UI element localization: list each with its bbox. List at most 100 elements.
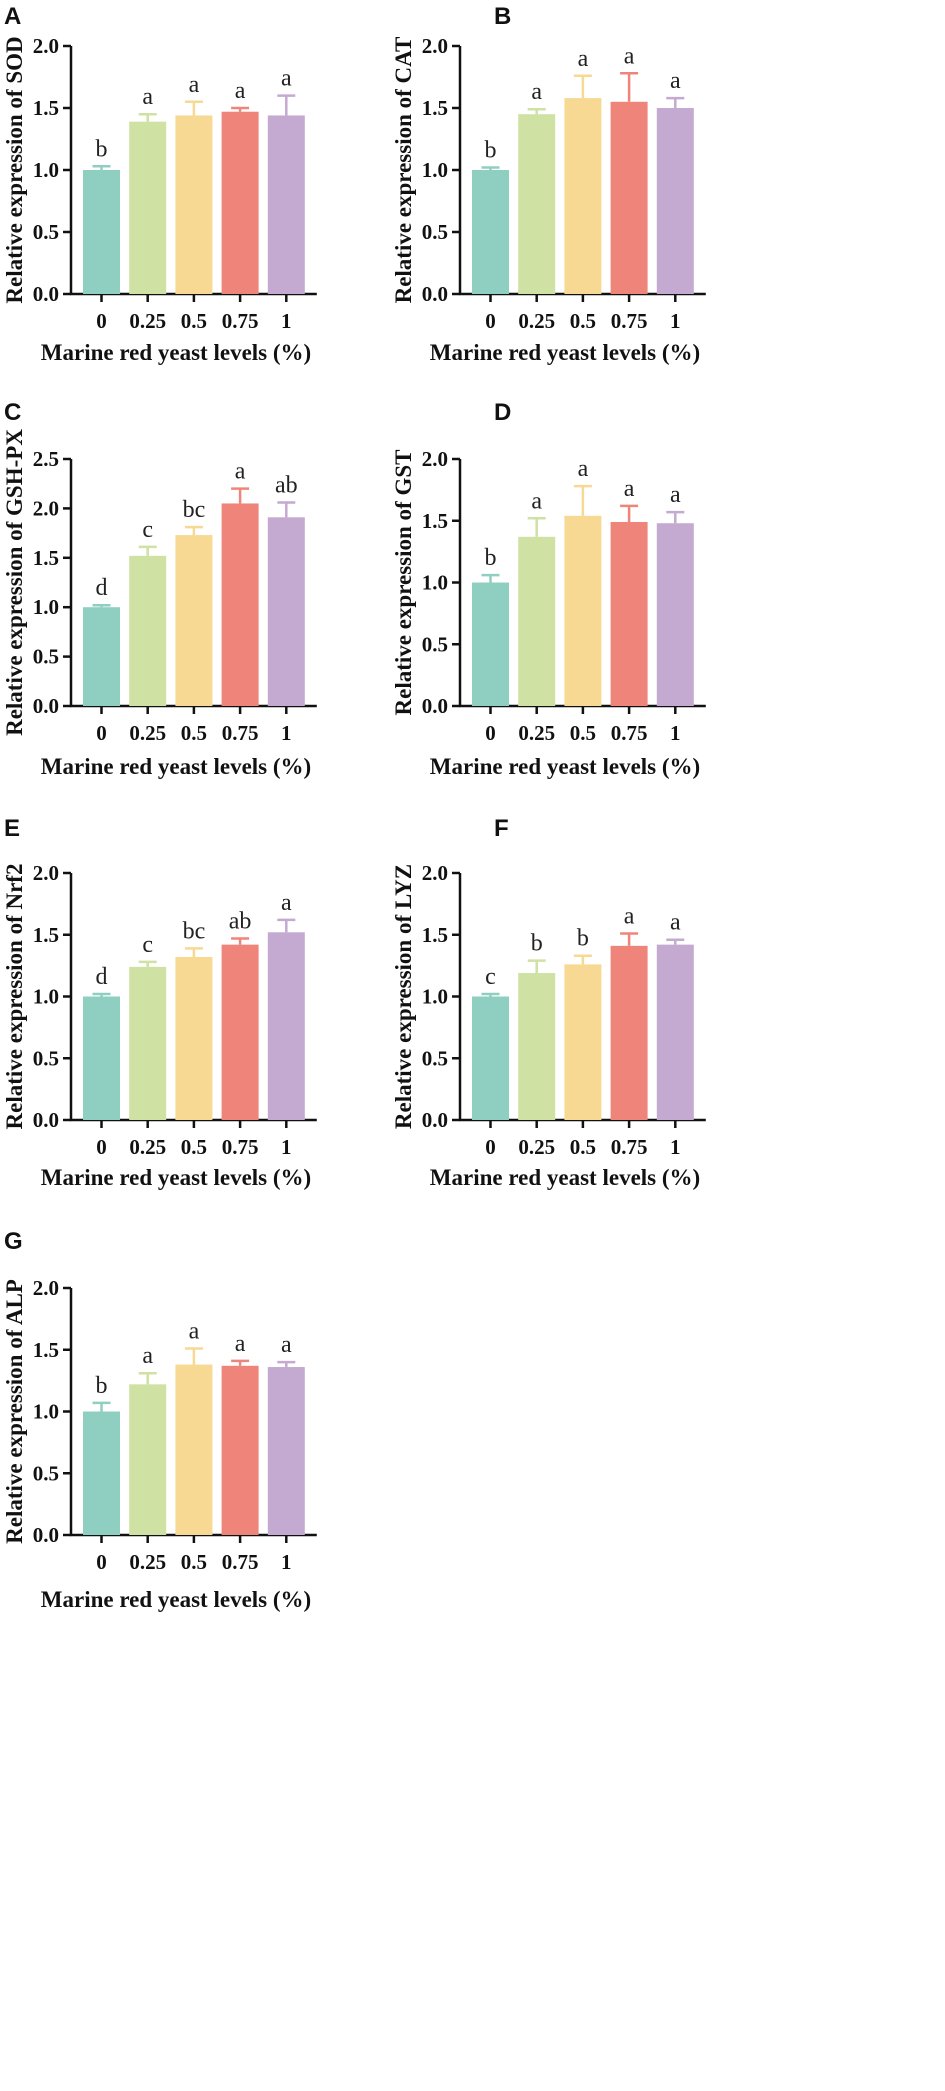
bar — [610, 101, 648, 294]
bar — [221, 1365, 259, 1535]
x-tick-label: 0.25 — [129, 1550, 166, 1574]
bar — [656, 523, 694, 706]
x-tick-label: 0.75 — [222, 721, 259, 745]
x-tick-label: 0.5 — [181, 1550, 207, 1574]
panel-letter: E — [4, 815, 20, 842]
x-axis-title: Marine red yeast levels (%) — [41, 754, 311, 779]
x-tick-label: 0 — [96, 721, 107, 745]
x-tick-label: 0.75 — [611, 309, 648, 333]
y-tick-label: 1.5 — [33, 923, 59, 947]
bar — [221, 503, 259, 706]
bar — [83, 607, 120, 706]
significance-label: a — [142, 84, 153, 110]
y-tick-label: 1.0 — [422, 985, 448, 1009]
x-tick-label: 0.5 — [181, 1135, 207, 1159]
y-tick-label: 2.5 — [33, 447, 59, 471]
panel-letter: C — [4, 399, 21, 426]
bar — [221, 944, 259, 1120]
x-tick-label: 0.5 — [570, 309, 596, 333]
bar — [83, 170, 120, 294]
y-tick-label: 1.0 — [33, 1400, 59, 1424]
x-tick-label: 0.25 — [518, 721, 555, 745]
x-tick-label: 0.75 — [611, 721, 648, 745]
x-tick-label: 0 — [96, 1135, 107, 1159]
panel-letter: G — [4, 1228, 23, 1255]
y-tick-label: 0.5 — [422, 220, 448, 244]
panel-letter: F — [494, 815, 509, 842]
x-tick-label: 0 — [485, 721, 496, 745]
significance-label: a — [142, 1343, 153, 1369]
bar — [267, 517, 305, 706]
significance-label: a — [624, 476, 635, 502]
y-tick-label: 1.5 — [33, 1338, 59, 1362]
y-axis-title: Relative expression of ALP — [2, 1279, 27, 1544]
x-tick-label: 1 — [670, 1135, 681, 1159]
y-tick-label: 1.0 — [33, 985, 59, 1009]
significance-label: a — [235, 1331, 246, 1357]
chart-panel-f: F Relative expression of LYZ 0.0 0.5 1.0 1.5 2… — [391, 815, 706, 1190]
bar — [518, 536, 556, 706]
bar — [656, 944, 694, 1120]
y-tick-label: 2.0 — [422, 447, 448, 471]
panel-letter: D — [494, 399, 511, 426]
x-tick-label: 1 — [670, 309, 681, 333]
y-tick-label: 2.0 — [422, 861, 448, 885]
bar — [221, 111, 259, 294]
significance-label: a — [189, 1319, 200, 1345]
y-tick-label: 2.0 — [33, 1276, 59, 1300]
y-tick-label: 2.0 — [422, 34, 448, 58]
x-tick-label: 0.5 — [570, 721, 596, 745]
significance-label: a — [531, 79, 542, 105]
y-axis-title: Relative expression of LYZ — [391, 864, 416, 1129]
bar — [175, 956, 213, 1120]
x-tick-label: 0.25 — [518, 1135, 555, 1159]
significance-label: a — [624, 43, 635, 69]
y-tick-label: 2.0 — [33, 861, 59, 885]
y-tick-label: 0.0 — [33, 1523, 59, 1547]
chart-panel-b: B Relative expression of CAT 0.0 0.5 1.0 1.5 2… — [391, 3, 706, 365]
y-tick-label: 0.0 — [33, 282, 59, 306]
panel-letter: B — [494, 3, 511, 30]
bar — [129, 121, 167, 294]
bar — [129, 966, 167, 1120]
significance-label: b — [531, 931, 543, 957]
bar — [518, 973, 556, 1120]
y-tick-label: 0.5 — [33, 220, 59, 244]
significance-label: ab — [275, 472, 298, 498]
significance-label: a — [624, 904, 635, 930]
x-tick-label: 0 — [485, 1135, 496, 1159]
bar — [267, 115, 305, 294]
y-tick-label: 1.0 — [422, 158, 448, 182]
x-axis-title: Marine red yeast levels (%) — [430, 340, 700, 365]
bar — [129, 555, 167, 706]
significance-label: a — [189, 72, 200, 98]
bar — [83, 1411, 120, 1535]
x-tick-label: 0.75 — [222, 309, 259, 333]
significance-label: c — [485, 964, 496, 990]
bar — [564, 964, 602, 1120]
bar — [175, 115, 213, 294]
significance-label: a — [578, 46, 589, 72]
x-axis-title: Marine red yeast levels (%) — [41, 1165, 311, 1190]
bar — [610, 945, 648, 1120]
significance-label: b — [96, 136, 108, 162]
significance-label: b — [96, 1373, 108, 1399]
bar — [267, 932, 305, 1120]
significance-label: b — [485, 545, 497, 571]
y-axis-title: Relative expression of Nrf2 — [2, 864, 27, 1130]
x-axis-title: Marine red yeast levels (%) — [430, 1165, 700, 1190]
x-tick-label: 0.75 — [222, 1135, 259, 1159]
bar — [472, 170, 509, 294]
x-tick-label: 1 — [281, 1135, 292, 1159]
significance-label: a — [281, 66, 292, 92]
chart-panel-d: D Relative expression of GST 0.0 0.5 1.0 1.5 2… — [391, 399, 706, 779]
y-tick-label: 2.0 — [33, 496, 59, 520]
x-axis-title: Marine red yeast levels (%) — [41, 340, 311, 365]
y-axis-title: Relative expression of CAT — [391, 37, 416, 304]
x-tick-label: 0.75 — [611, 1135, 648, 1159]
significance-label: c — [142, 932, 153, 958]
x-axis-title: Marine red yeast levels (%) — [430, 754, 700, 779]
bar — [267, 1367, 305, 1535]
y-tick-label: 1.0 — [33, 158, 59, 182]
